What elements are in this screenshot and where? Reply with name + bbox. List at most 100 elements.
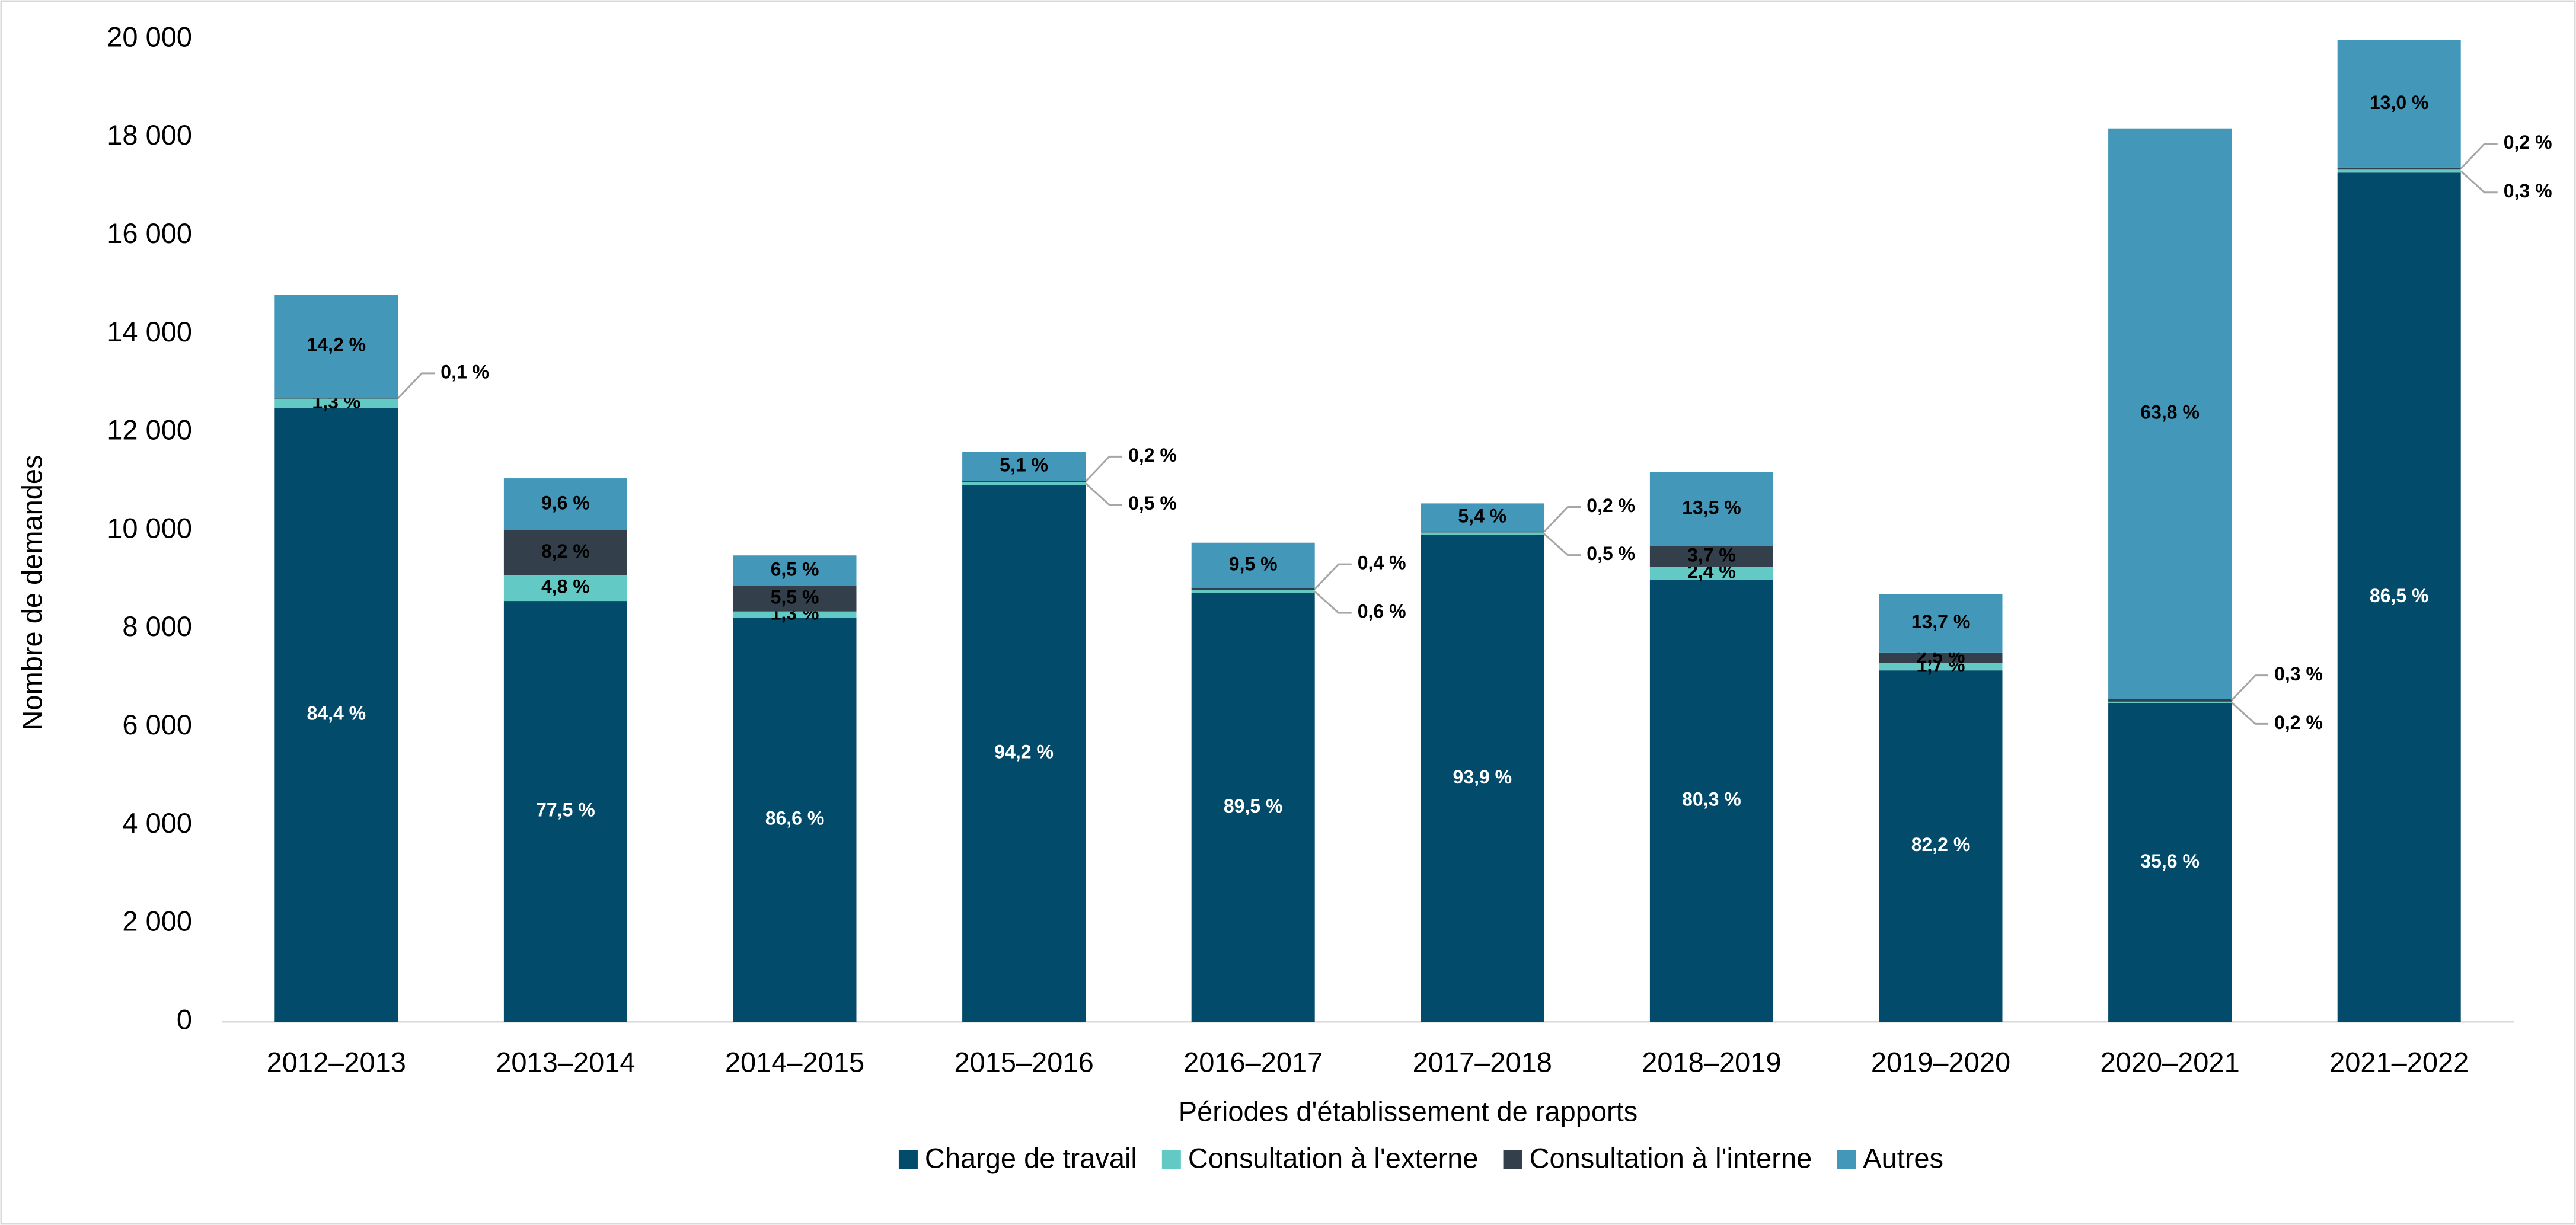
legend-text: Charge de travail: [925, 1142, 1137, 1173]
y-tick-label: 20 000: [107, 21, 192, 52]
data-label: 13,5 %: [1682, 497, 1741, 519]
x-tick-label: 2017–2018: [1413, 1046, 1552, 1077]
data-label: 86,5 %: [2370, 585, 2429, 606]
bar-segment: [1879, 663, 2003, 671]
bar-segment: [2337, 172, 2461, 1022]
x-tick-label: 2021–2022: [2329, 1046, 2469, 1077]
leader-line: [1314, 563, 1352, 590]
data-label: 80,3 %: [1682, 789, 1741, 810]
data-label: 0,4 %: [1358, 552, 1406, 574]
x-tick-label: 2012–2013: [267, 1046, 406, 1077]
data-label: 84,4 %: [307, 703, 366, 724]
legend-swatch: [1161, 1150, 1181, 1169]
data-label: 93,9 %: [1453, 766, 1512, 788]
y-tick-label: 12 000: [107, 414, 192, 446]
bar-segment: [1649, 546, 1773, 567]
x-tick-label: 2016–2017: [1183, 1046, 1323, 1077]
y-tick-label: 4 000: [122, 807, 192, 839]
leader-line: [397, 372, 435, 399]
data-label: 0,5 %: [1587, 543, 1635, 564]
bar-segment: [2108, 703, 2232, 1022]
bar-segment: [1879, 670, 2003, 1022]
y-tick-label: 18 000: [107, 119, 192, 151]
x-tick-label: 2013–2014: [496, 1046, 635, 1077]
data-label: 13,7 %: [1911, 611, 1971, 632]
bar-segment: [274, 398, 398, 408]
bar-segment: [733, 586, 857, 612]
leader-line: [2460, 143, 2498, 169]
bar-segment: [1879, 594, 2003, 653]
data-label: 0,2 %: [1587, 495, 1635, 516]
bar-segment: [503, 530, 627, 575]
leader-line: [2231, 674, 2269, 701]
bar-segment: [962, 481, 1086, 482]
bar-segment: [1649, 472, 1773, 546]
bar-segment: [962, 482, 1086, 485]
bar-segment: [2337, 40, 2461, 168]
data-label: 0,2 %: [2504, 132, 2552, 153]
data-label: 86,6 %: [765, 807, 825, 829]
bar-segment: [2337, 169, 2461, 173]
bar-segment: [1649, 580, 1773, 1022]
y-axis-title: Nombre de demandes: [16, 455, 47, 730]
bar-segment: [733, 617, 857, 1022]
bar-segment: [1649, 567, 1773, 580]
x-tick-label: 2015–2016: [954, 1046, 1093, 1077]
data-label: 0,1 %: [440, 361, 489, 382]
data-label: 13,0 %: [2370, 92, 2429, 113]
bar-segment: [1191, 588, 1315, 590]
bar-segment: [733, 611, 857, 618]
y-tick-label: 14 000: [107, 316, 192, 347]
data-label: 4,8 %: [541, 576, 590, 597]
data-label: 0,3 %: [2504, 180, 2552, 201]
y-tick-label: 16 000: [107, 218, 192, 249]
y-tick-label: 6 000: [122, 709, 192, 740]
y-tick-label: 8 000: [122, 610, 192, 642]
data-label: 63,8 %: [2140, 401, 2200, 423]
bar-segment: [1191, 593, 1315, 1022]
bar-segment: [2108, 699, 2232, 702]
bar-segment: [274, 408, 398, 1022]
leader-line: [1543, 506, 1581, 533]
legend-swatch: [1837, 1150, 1856, 1169]
leader-line: [2231, 702, 2269, 725]
y-tick-label: 10 000: [107, 512, 192, 543]
bar-segment: [503, 478, 627, 530]
bar-segment: [2108, 128, 2232, 699]
bar-segment: [1421, 531, 1544, 533]
bar-segment: [503, 575, 627, 602]
data-label: 35,6 %: [2140, 850, 2200, 872]
data-label: 9,6 %: [541, 492, 590, 513]
bar-segment: [503, 601, 627, 1022]
data-label: 0,2 %: [2274, 712, 2323, 733]
bar-segment: [1191, 590, 1315, 593]
leader-line: [1543, 533, 1581, 556]
data-label: 9,5 %: [1229, 554, 1278, 575]
data-label: 5,4 %: [1458, 505, 1506, 526]
bar-segment: [274, 295, 398, 398]
data-label: 0,2 %: [1128, 444, 1177, 466]
data-label: 0,3 %: [2274, 663, 2323, 685]
legend-swatch: [1503, 1150, 1522, 1169]
data-label: 5,1 %: [1000, 454, 1048, 475]
legend-swatch: [898, 1150, 918, 1169]
bar-segment: [1421, 532, 1544, 535]
legend-text: Consultation à l'interne: [1530, 1142, 1812, 1173]
data-label: 89,5 %: [1224, 795, 1283, 817]
x-tick-label: 2018–2019: [1642, 1046, 1781, 1077]
leader-line: [1085, 482, 1123, 506]
data-label: 8,2 %: [541, 540, 590, 562]
bar-segment: [1879, 652, 2003, 663]
bar-segment: [2108, 701, 2232, 703]
y-tick-label: 0: [177, 1003, 192, 1035]
bar-segment: [1421, 535, 1544, 1022]
bar-segment: [962, 485, 1086, 1022]
data-label: 94,2 %: [994, 741, 1054, 763]
data-label: 0,6 %: [1358, 601, 1406, 622]
data-label: 0,5 %: [1128, 492, 1177, 514]
y-tick-label: 2 000: [122, 906, 192, 937]
bar-segment: [962, 452, 1086, 481]
leader-line: [1085, 455, 1123, 482]
bar-segment: [733, 555, 857, 586]
